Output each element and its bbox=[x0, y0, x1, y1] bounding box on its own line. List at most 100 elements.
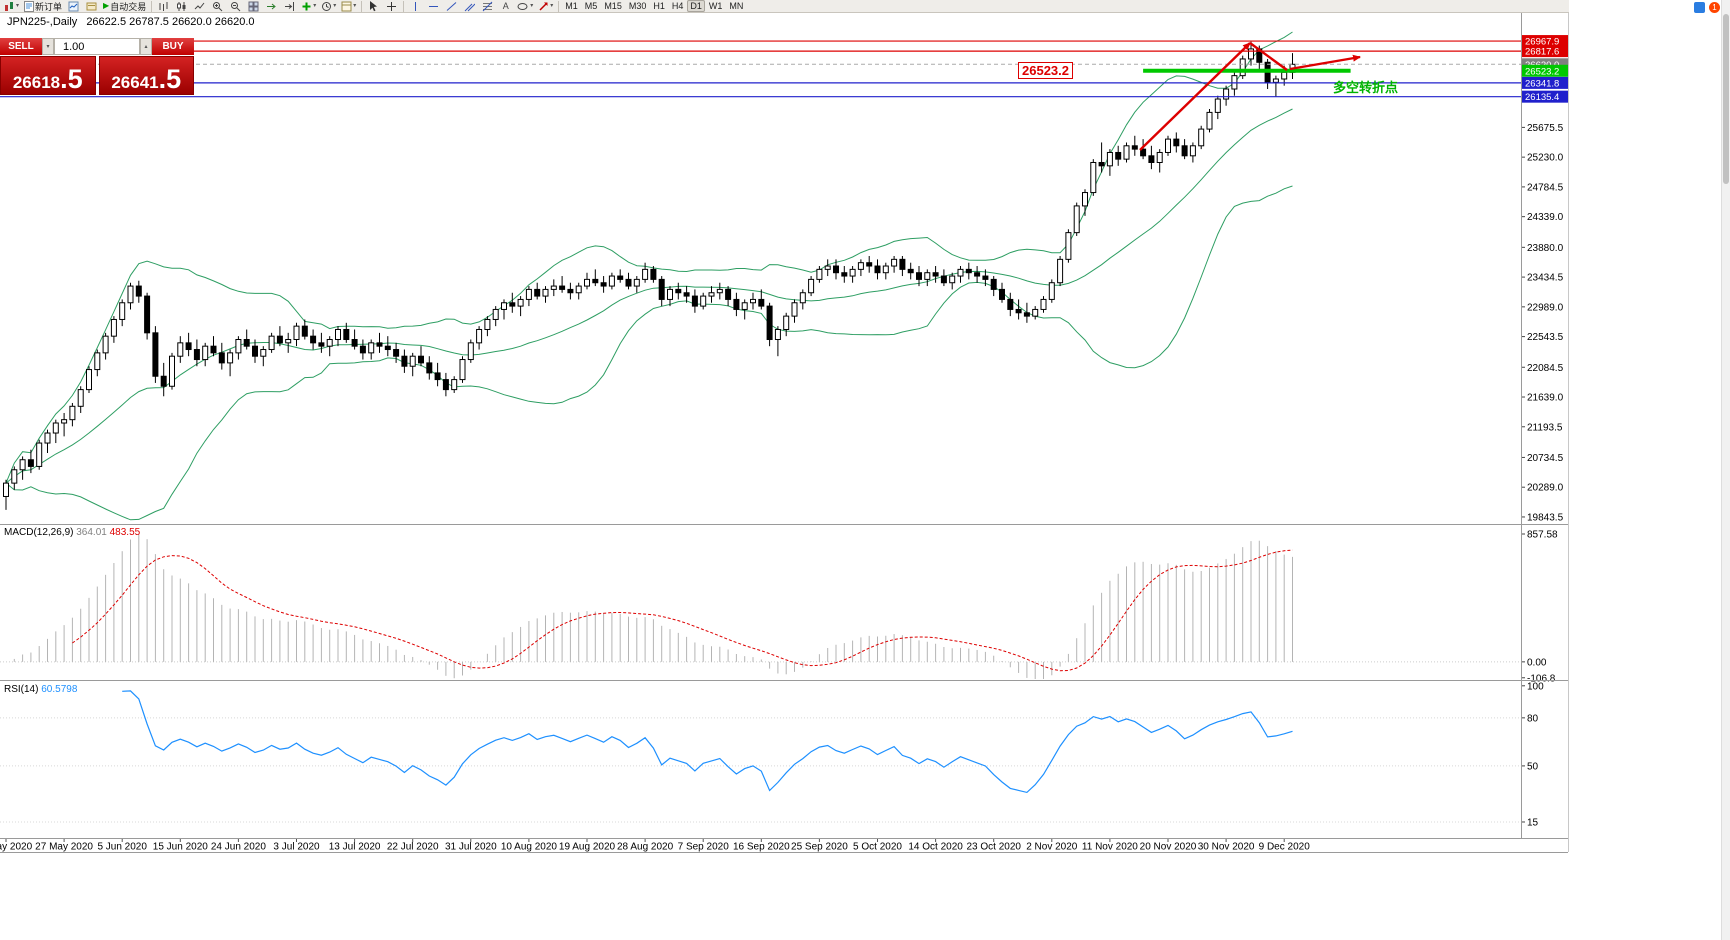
trendline-tool-button[interactable] bbox=[443, 0, 460, 12]
rsi-title: RSI(14) bbox=[4, 684, 39, 695]
volume-field[interactable]: 1.00 bbox=[54, 38, 140, 55]
market-watch-button[interactable] bbox=[65, 0, 82, 12]
line-chart-button[interactable] bbox=[191, 0, 208, 12]
svg-text:16 Sep 2020: 16 Sep 2020 bbox=[733, 842, 790, 853]
auto-scroll-button[interactable] bbox=[263, 0, 280, 12]
indicators-button[interactable]: ▾ bbox=[299, 0, 318, 12]
zoom-out-icon bbox=[231, 1, 241, 11]
svg-text:50: 50 bbox=[1527, 761, 1539, 772]
template-icon bbox=[341, 1, 352, 11]
chevron-down-icon: ▾ bbox=[16, 3, 20, 9]
svg-text:23880.0: 23880.0 bbox=[1527, 243, 1564, 254]
timeframe-m30-button[interactable]: M30 bbox=[628, 1, 647, 11]
vertical-line-tool-button[interactable] bbox=[407, 0, 424, 12]
buy-price-button[interactable]: 26641.5 bbox=[98, 56, 194, 95]
chevron-down-icon: ▾ bbox=[353, 3, 357, 9]
page-scrollbar[interactable] bbox=[1721, 0, 1730, 940]
horizontal-line-tool-button[interactable] bbox=[425, 0, 442, 12]
channel-tool-button[interactable] bbox=[461, 0, 478, 12]
volume-increase-button[interactable]: ▴ bbox=[140, 38, 152, 55]
chart-title: JPN225-,Daily 26622.5 26787.5 26620.0 26… bbox=[7, 16, 255, 28]
svg-text:22543.5: 22543.5 bbox=[1527, 332, 1564, 343]
level-price-tag[interactable]: 26523.2 bbox=[1018, 62, 1073, 79]
timeframe-m5-button[interactable]: M5 bbox=[584, 1, 598, 11]
svg-text:26523.2: 26523.2 bbox=[1525, 66, 1559, 77]
volume-decrease-button[interactable]: ▾ bbox=[42, 38, 54, 55]
text-tool-button[interactable]: A bbox=[497, 0, 514, 12]
svg-text:2 Nov 2020: 2 Nov 2020 bbox=[1026, 842, 1078, 853]
buy-price-fraction: .5 bbox=[158, 64, 182, 95]
crosshair-tool-button[interactable] bbox=[383, 0, 400, 12]
timeframe-mn-button[interactable]: MN bbox=[729, 1, 744, 11]
auto-scroll-icon bbox=[267, 3, 276, 9]
fibonacci-tool-button[interactable] bbox=[479, 0, 496, 12]
chat-widget-icon[interactable] bbox=[1694, 2, 1705, 13]
svg-text:11 Nov 2020: 11 Nov 2020 bbox=[1082, 842, 1138, 853]
timeframe-d1-button[interactable]: D1 bbox=[687, 0, 705, 12]
svg-text:21193.5: 21193.5 bbox=[1527, 422, 1563, 433]
channel-icon bbox=[464, 3, 476, 11]
svg-text:13 Jul 2020: 13 Jul 2020 bbox=[329, 842, 381, 853]
svg-text:80: 80 bbox=[1527, 713, 1539, 724]
ellipse-shape-icon bbox=[517, 2, 528, 10]
svg-text:20734.5: 20734.5 bbox=[1527, 453, 1564, 464]
svg-text:23 Oct 2020: 23 Oct 2020 bbox=[966, 842, 1021, 853]
fibonacci-icon bbox=[482, 1, 493, 11]
clock-icon bbox=[322, 1, 332, 11]
ohlc-values: 26622.5 26787.5 26620.0 26620.0 bbox=[86, 16, 255, 28]
periods-button[interactable]: ▾ bbox=[319, 0, 338, 12]
buy-price-main: 26641 bbox=[111, 73, 159, 92]
sell-button[interactable]: SELL bbox=[0, 38, 42, 55]
svg-text:28 Aug 2020: 28 Aug 2020 bbox=[617, 842, 674, 853]
timeframe-m15-button[interactable]: M15 bbox=[604, 1, 622, 11]
svg-text:23434.5: 23434.5 bbox=[1527, 273, 1564, 284]
symbol-period-label: JPN225-,Daily bbox=[7, 16, 78, 28]
rsi-value: 60.5798 bbox=[41, 684, 78, 695]
candlestick-chart-button[interactable] bbox=[173, 0, 190, 12]
chevron-down-icon: ▾ bbox=[313, 3, 317, 9]
timeframe-h1-button[interactable]: H1 bbox=[653, 1, 665, 11]
svg-text:10 Aug 2020: 10 Aug 2020 bbox=[501, 842, 558, 853]
sell-price-button[interactable]: 26618.5 bbox=[0, 56, 96, 95]
templates-button[interactable]: ▾ bbox=[339, 0, 358, 12]
shapes-tool-button[interactable]: ▾ bbox=[515, 0, 535, 12]
arrows-tool-button[interactable]: ▾ bbox=[536, 0, 555, 12]
arrow-object-icon bbox=[539, 2, 548, 11]
toolbar-separator bbox=[151, 0, 153, 12]
zoom-in-icon bbox=[213, 1, 223, 11]
timeframe-h4-button[interactable]: H4 bbox=[671, 1, 684, 11]
tile-windows-icon bbox=[248, 1, 259, 11]
bar-chart-button[interactable] bbox=[155, 0, 172, 12]
cursor-tool-button[interactable] bbox=[365, 0, 382, 12]
tile-windows-button[interactable] bbox=[245, 0, 262, 12]
notification-badge[interactable]: 1 bbox=[1709, 2, 1720, 13]
svg-text:26967.9: 26967.9 bbox=[1525, 37, 1559, 48]
indicators-plus-icon bbox=[302, 2, 311, 10]
vertical-line-icon bbox=[415, 1, 417, 11]
macd-indicator-label: MACD(12,26,9) 364.01 483.55 bbox=[4, 527, 140, 538]
timeframe-m1-button[interactable]: M1 bbox=[565, 1, 578, 11]
svg-text:22989.0: 22989.0 bbox=[1527, 302, 1564, 313]
turning-point-annotation[interactable]: 多空转折点 bbox=[1333, 80, 1399, 95]
svg-text:9 Dec 2020: 9 Dec 2020 bbox=[1259, 842, 1311, 853]
new-chart-button[interactable]: ▾ bbox=[2, 0, 21, 12]
new-order-button[interactable]: 新订单 bbox=[22, 0, 64, 12]
svg-text:-106.8: -106.8 bbox=[1527, 673, 1556, 684]
auto-trading-button[interactable]: ▶ 自动交易 bbox=[101, 0, 148, 12]
horizontal-line-icon bbox=[429, 5, 439, 7]
terminal-button[interactable] bbox=[83, 0, 100, 12]
zoom-out-button[interactable] bbox=[227, 0, 244, 12]
svg-text:20 Nov 2020: 20 Nov 2020 bbox=[1140, 842, 1197, 853]
sell-price-fraction: .5 bbox=[60, 64, 83, 95]
svg-text:15: 15 bbox=[1527, 817, 1539, 828]
timeframe-w1-button[interactable]: W1 bbox=[708, 1, 723, 11]
scrollbar-thumb[interactable] bbox=[1723, 14, 1729, 184]
svg-text:3 Jul 2020: 3 Jul 2020 bbox=[273, 842, 320, 853]
chart-shift-button[interactable] bbox=[281, 0, 298, 12]
buy-button[interactable]: BUY bbox=[152, 38, 194, 55]
toolbar-separator bbox=[558, 0, 560, 12]
svg-text:19843.5: 19843.5 bbox=[1527, 512, 1564, 523]
zoom-in-button[interactable] bbox=[209, 0, 226, 12]
svg-text:5 Oct 2020: 5 Oct 2020 bbox=[853, 842, 902, 853]
